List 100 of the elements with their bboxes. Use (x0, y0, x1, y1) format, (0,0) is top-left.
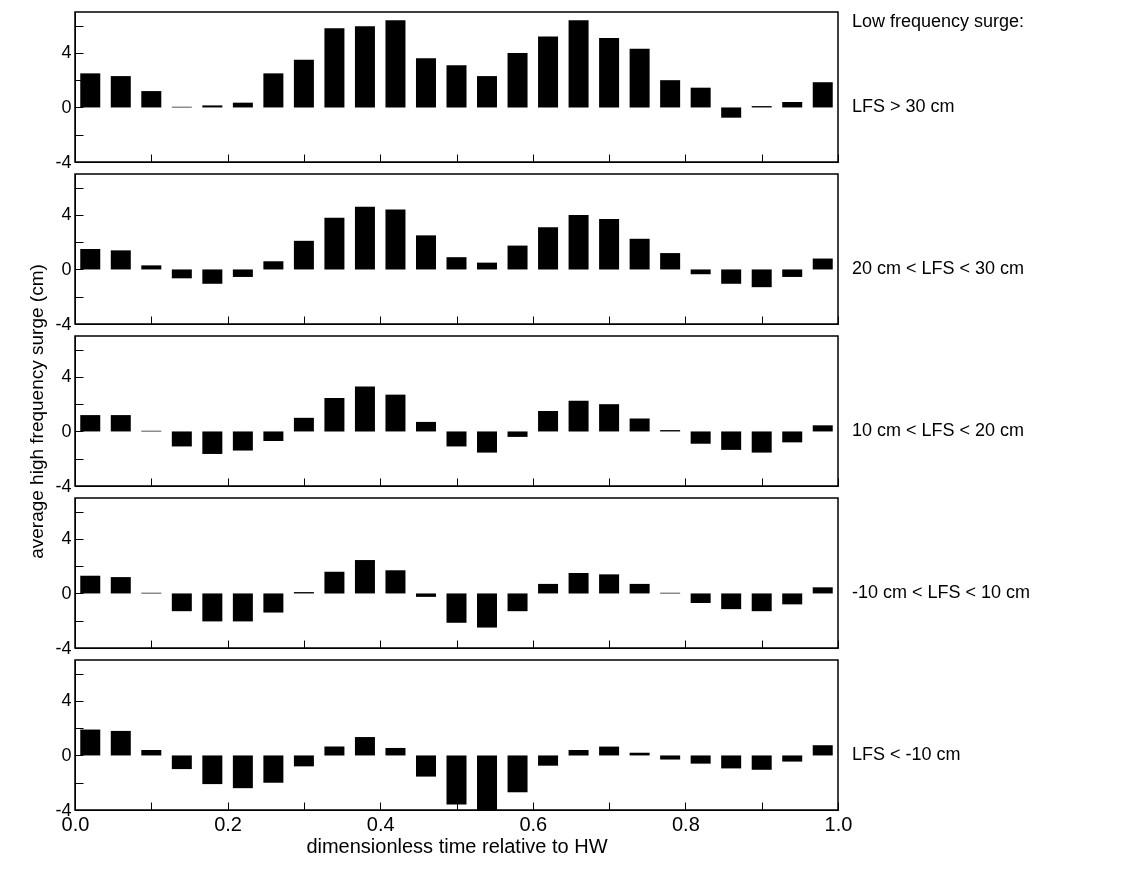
bar (660, 80, 681, 108)
bar (782, 102, 803, 108)
bar (80, 729, 101, 756)
bar (751, 269, 772, 288)
bar (385, 394, 406, 432)
y-tick-label: 4 (61, 528, 72, 549)
bar (812, 258, 833, 270)
bar (202, 269, 223, 284)
bar (263, 755, 284, 783)
bar (751, 755, 772, 770)
bar (721, 593, 742, 610)
bar (232, 755, 253, 789)
bar (782, 431, 803, 443)
x-tick-label: 0.4 (366, 812, 395, 835)
bar (629, 418, 650, 432)
bar (385, 747, 406, 756)
bar (782, 755, 803, 762)
y-tick-label: 4 (61, 204, 72, 225)
bar (599, 404, 620, 432)
bar (721, 269, 742, 284)
bar (599, 37, 620, 108)
bar (812, 745, 833, 756)
bar (354, 206, 375, 270)
bar (690, 593, 711, 603)
bar (293, 59, 314, 108)
bar (415, 58, 436, 108)
bar (415, 235, 436, 270)
bar (599, 574, 620, 594)
bar (263, 261, 284, 270)
bar (507, 755, 528, 793)
bar (782, 593, 803, 605)
bar (232, 431, 253, 451)
bar (324, 217, 345, 270)
bar (446, 431, 467, 447)
bar (385, 20, 406, 108)
bar (568, 750, 589, 756)
y-tick-label: 4 (61, 42, 72, 63)
bar (507, 431, 528, 437)
y-tick-label: 4 (61, 366, 72, 387)
y-tick-label: 0 (61, 582, 72, 603)
bar (415, 593, 436, 597)
bar (721, 107, 742, 118)
bar (263, 73, 284, 108)
bar (538, 583, 559, 594)
bar (80, 249, 101, 270)
bar (660, 253, 681, 270)
text: 10 cm < LFS < 20 cm (852, 420, 1025, 441)
text: LFS < -10 cm (852, 744, 961, 765)
bar (507, 593, 528, 612)
x-tick-label: 1.0 (824, 812, 853, 835)
text: 20 cm < LFS < 30 cm (852, 258, 1025, 279)
y-tick-label: 0 (61, 96, 72, 117)
bar (568, 400, 589, 432)
x-tick-label: 0.6 (519, 812, 548, 835)
bar (354, 26, 375, 108)
bar (354, 560, 375, 594)
bar (751, 431, 772, 453)
text: Low frequency surge: (852, 11, 1025, 31)
bar (568, 573, 589, 594)
bar (141, 91, 162, 108)
bar (110, 250, 131, 270)
bar (263, 593, 284, 613)
bar (599, 219, 620, 270)
bar (446, 593, 467, 623)
bar (812, 425, 833, 432)
bar (507, 52, 528, 108)
bar (690, 87, 711, 108)
bar (232, 269, 253, 277)
bar (538, 36, 559, 108)
bar (324, 746, 345, 756)
bar (690, 431, 711, 444)
bar (782, 269, 803, 277)
bar (263, 431, 284, 441)
y-tick-label: 0 (61, 420, 72, 441)
bar (629, 583, 650, 594)
bar (80, 575, 101, 594)
bar (599, 746, 620, 756)
bar (354, 386, 375, 432)
bar (629, 238, 650, 270)
bar (232, 593, 253, 622)
bar (293, 755, 314, 767)
bar (477, 431, 498, 453)
bar (354, 737, 375, 756)
bar (751, 593, 772, 612)
y-tick-label: -4 (55, 475, 72, 496)
bar (446, 257, 467, 270)
bar (721, 755, 742, 769)
bar (293, 417, 314, 432)
bar (202, 755, 223, 785)
y-tick-label: 4 (61, 690, 72, 711)
bar (171, 431, 192, 447)
bar (690, 755, 711, 764)
y-tick-label: -4 (55, 637, 72, 658)
x-tick-label: 0.2 (214, 812, 243, 835)
bar (812, 587, 833, 594)
bar (477, 76, 498, 108)
bar (141, 750, 162, 756)
y-tick-label: 0 (61, 744, 72, 765)
bar (171, 593, 192, 612)
bar (538, 755, 559, 766)
